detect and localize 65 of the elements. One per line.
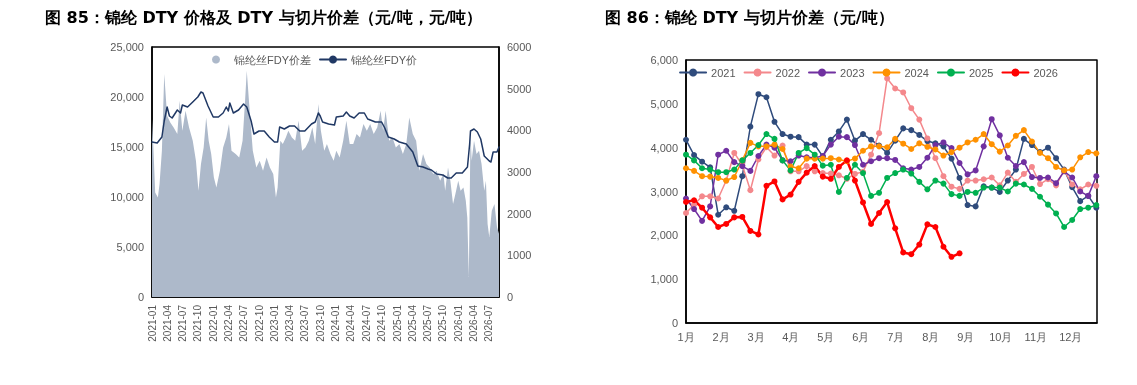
x-tick-label: 2021-10 (192, 304, 204, 342)
y-tick-label: 20,000 (110, 91, 144, 103)
y-tick-label: 5,000 (116, 241, 144, 253)
x-tick-label: 9月 (957, 330, 975, 343)
x-tick-label: 2023-10 (314, 304, 326, 342)
y2-tick-label: 1000 (507, 249, 532, 262)
y2-tick-label: 3000 (507, 166, 532, 178)
x-tick-label: 8月 (922, 330, 940, 343)
x-tick-label: 7月 (887, 330, 905, 343)
x-tick-label: 2022-01 (207, 304, 219, 342)
x-tick-label: 2026-01 (452, 304, 464, 342)
x-tick-label: 2023-07 (299, 304, 311, 342)
x-tick-label: 2024-04 (345, 304, 357, 342)
legend-label: 锦纶丝FDY价 (350, 53, 417, 66)
x-tick-label: 2025-04 (406, 304, 418, 342)
chart-title: 图 85：锦纶 DTY 价格及 DTY 与切片价差（元/吨，元/吨） (45, 7, 483, 27)
x-tick-label: 2月 (712, 330, 730, 343)
x-tick-label: 2022-10 (253, 304, 265, 342)
y-tick-label: 10,000 (110, 191, 144, 203)
x-tick-label: 1月 (677, 330, 695, 343)
x-tick-label: 11月 (1024, 330, 1047, 343)
y-tick-label: 1,000 (650, 273, 678, 286)
x-tick-label: 2021-04 (161, 304, 173, 342)
x-tick-label: 2024-10 (376, 304, 388, 342)
y2-tick-label: 5000 (507, 82, 532, 95)
y-tick-label: 6,000 (650, 54, 678, 66)
x-tick-label: 3月 (747, 330, 765, 343)
y2-tick-label: 6000 (507, 41, 532, 53)
legend-label: 2022 (775, 66, 801, 79)
legend-label: 2023 (840, 66, 865, 79)
x-tick-label: 2021-07 (176, 304, 188, 342)
y-tick-label: 0 (137, 291, 144, 303)
x-tick-label: 2024-01 (330, 304, 342, 342)
y-tick-label: 4,000 (650, 141, 678, 154)
y-tick-label: 0 (671, 317, 678, 329)
x-tick-label: 2024-07 (360, 304, 372, 342)
x-tick-label: 2023-01 (268, 304, 280, 342)
x-tick-label: 12月 (1059, 330, 1083, 343)
legend-label: 2024 (904, 66, 929, 79)
y-tick-label: 3,000 (650, 185, 678, 198)
x-tick-label: 5月 (817, 330, 835, 343)
x-tick-label: 2022-07 (238, 304, 250, 342)
legend-label: 锦纶丝FDY价差 (233, 53, 311, 66)
legend-label: 2021 (711, 66, 736, 79)
y2-tick-label: 4000 (507, 124, 532, 137)
chart-title: 图 86：锦纶 DTY 与切片价差（元/吨） (605, 7, 894, 27)
legend-label: 2025 (968, 66, 994, 79)
x-tick-label: 4月 (782, 330, 800, 343)
x-tick-label: 2021-01 (146, 304, 158, 342)
y-tick-label: 25,000 (110, 41, 144, 53)
x-tick-label: 2025-01 (391, 304, 403, 342)
x-tick-label: 2026-07 (483, 304, 495, 342)
x-tick-label: 2022-04 (222, 304, 234, 342)
y-tick-label: 5,000 (650, 97, 678, 110)
y2-tick-label: 2000 (507, 207, 532, 220)
y-tick-label: 2,000 (650, 229, 678, 242)
x-tick-label: 2025-10 (437, 304, 449, 342)
x-tick-label: 2025-07 (421, 304, 433, 342)
y2-tick-label: 0 (507, 291, 514, 303)
x-tick-label: 2023-04 (284, 304, 296, 342)
x-tick-label: 10月 (989, 330, 1013, 343)
legend-label: 2026 (1033, 66, 1058, 79)
y-tick-label: 15,000 (110, 141, 144, 153)
x-tick-label: 6月 (852, 330, 870, 343)
x-tick-label: 2026-04 (467, 304, 479, 342)
